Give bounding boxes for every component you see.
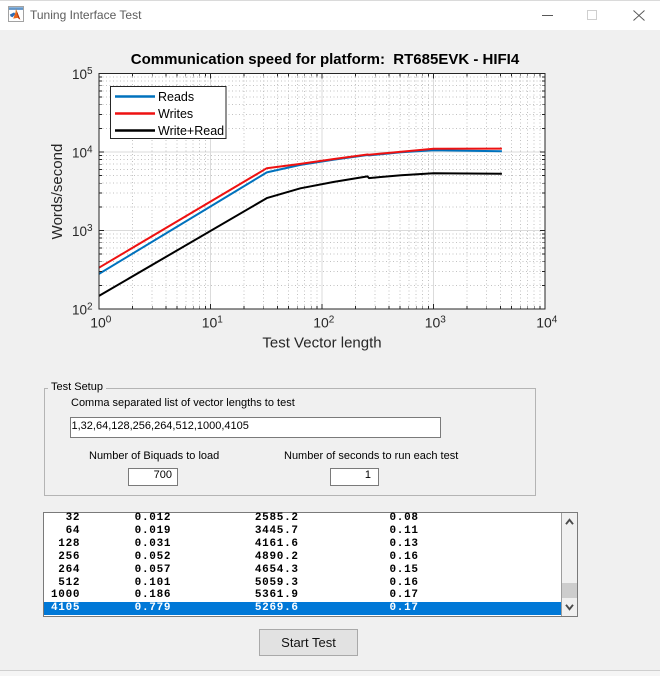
svg-text:3: 3	[440, 315, 446, 326]
svg-text:5: 5	[87, 66, 93, 77]
svg-text:0: 0	[106, 315, 112, 326]
svg-text:3: 3	[87, 223, 93, 234]
svg-text:Writes: Writes	[158, 107, 193, 121]
svg-text:10: 10	[72, 67, 87, 82]
svg-text:2: 2	[329, 315, 335, 326]
svg-text:4: 4	[87, 144, 93, 155]
svg-text:Reads: Reads	[158, 90, 194, 104]
svg-text:1: 1	[217, 315, 223, 326]
svg-text:Words/second: Words/second	[49, 144, 66, 240]
svg-text:4: 4	[552, 315, 558, 326]
svg-text:10: 10	[202, 315, 218, 331]
svg-text:2: 2	[87, 301, 93, 312]
svg-text:Communication speed for platfo: Communication speed for platform: RT685E…	[131, 51, 520, 68]
svg-text:10: 10	[72, 146, 87, 161]
svg-text:10: 10	[425, 315, 441, 331]
svg-text:10: 10	[90, 315, 106, 331]
svg-text:Test Vector length: Test Vector length	[262, 335, 381, 352]
svg-text:10: 10	[313, 315, 329, 331]
svg-text:Write+Read: Write+Read	[158, 124, 224, 138]
svg-text:10: 10	[536, 315, 552, 331]
svg-text:10: 10	[72, 303, 87, 318]
svg-text:10: 10	[72, 224, 87, 239]
